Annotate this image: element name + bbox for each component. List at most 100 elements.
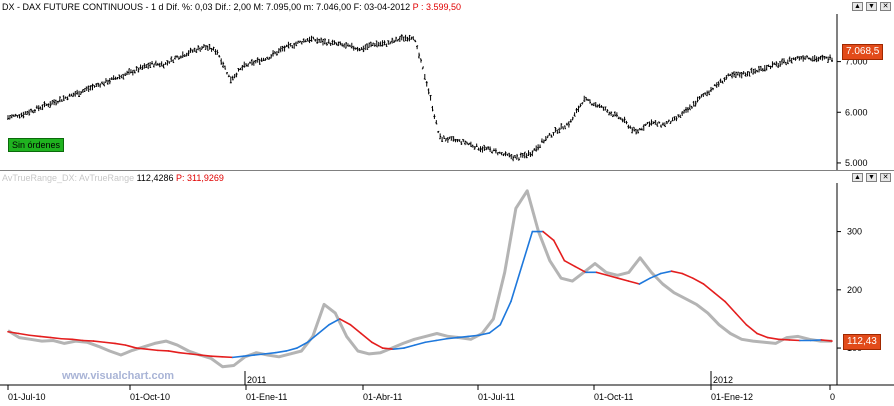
price-bar <box>583 95 586 102</box>
price-bar <box>83 87 86 93</box>
pane-up-button[interactable]: ▲ <box>852 173 863 182</box>
price-bar <box>418 52 421 59</box>
watermark-text: www.visualchart.com <box>61 370 174 382</box>
price-bar <box>723 77 726 82</box>
price-bar <box>621 118 624 123</box>
price-bar <box>323 38 326 45</box>
ma-line-segment <box>499 300 512 326</box>
price-bar <box>322 38 325 46</box>
price-bar <box>241 64 244 71</box>
price-bar <box>164 62 167 65</box>
price-bar <box>439 133 442 140</box>
indicator-chart-pane[interactable]: AvTrueRange_DX: AvTrueRange 112,4286 P: … <box>0 171 894 406</box>
price-bar <box>537 144 540 151</box>
pane-up-button[interactable]: ▲ <box>852 2 863 11</box>
price-bar <box>193 47 196 52</box>
price-bar <box>306 37 309 42</box>
price-bar <box>698 96 701 100</box>
price-bar <box>633 126 636 132</box>
price-bar <box>546 135 549 139</box>
ma-line-segment <box>659 270 673 275</box>
ma-line-segment <box>488 323 502 334</box>
price-bar <box>10 114 13 119</box>
price-bar <box>120 74 123 79</box>
price-bar <box>771 61 774 68</box>
price-bar <box>466 141 469 145</box>
price-bar <box>135 66 138 71</box>
x-axis-date-label: 01-Abr-11 <box>363 392 402 402</box>
ma-line-segment <box>17 332 31 337</box>
price-bar <box>644 123 647 126</box>
price-bar <box>262 57 265 61</box>
price-bar <box>229 76 232 84</box>
price-bar <box>750 67 753 74</box>
price-bar <box>210 47 213 52</box>
price-bar <box>18 114 21 119</box>
price-bar <box>479 146 482 153</box>
ma-line-segment <box>809 339 823 342</box>
price-bar <box>277 48 280 54</box>
price-bar <box>637 129 640 134</box>
price-bar <box>206 45 209 51</box>
price-bar <box>237 68 240 72</box>
x-axis-date-label: 01-Oct-10 <box>130 392 170 402</box>
price-bar <box>379 41 382 47</box>
price-bar <box>425 81 428 87</box>
price-bar <box>667 119 670 123</box>
price-bar <box>665 121 668 125</box>
price-bar <box>817 56 820 62</box>
pane-close-button[interactable]: ✕ <box>880 2 891 11</box>
price-bar <box>162 63 165 69</box>
ma-line-segment <box>146 348 159 352</box>
ma-line-segment <box>478 332 491 337</box>
price-bar <box>782 58 785 64</box>
ma-line-segment <box>563 259 576 268</box>
price-bar <box>677 114 680 118</box>
price-bar <box>289 43 292 47</box>
price-bar <box>629 125 632 129</box>
price-bar <box>402 36 405 42</box>
price-bar <box>681 111 684 116</box>
price-bar <box>70 93 73 97</box>
price-bar <box>612 114 615 118</box>
price-bar <box>713 83 716 87</box>
price-bar <box>452 136 455 142</box>
price-bar <box>327 39 330 44</box>
price-bar <box>560 123 563 130</box>
price-bar <box>525 153 528 159</box>
price-bar <box>79 90 82 95</box>
ma-line-segment <box>713 291 726 303</box>
price-bar <box>767 64 770 68</box>
ma-line-segment <box>71 338 84 342</box>
price-bar <box>690 105 693 109</box>
price-bar <box>304 39 307 43</box>
price-bar <box>685 106 688 113</box>
ma-line-segment <box>189 353 202 356</box>
pane-close-button[interactable]: ✕ <box>880 173 891 182</box>
price-bar <box>809 57 812 61</box>
pane-down-button[interactable]: ▼ <box>866 2 877 11</box>
price-bar <box>521 153 524 158</box>
price-bar <box>170 56 173 62</box>
ma-line-segment <box>681 272 694 279</box>
price-bar <box>252 60 255 66</box>
pane-down-button[interactable]: ▼ <box>866 173 877 182</box>
price-chart-pane[interactable]: DX - DAX FUTURE CONTINUOUS - 1 d Dif. %:… <box>0 0 894 171</box>
price-bar <box>748 71 751 77</box>
indicator-title: AvTrueRange_DX: AvTrueRange 112,4286 P: … <box>2 172 224 184</box>
price-bar <box>76 89 79 95</box>
price-bar <box>435 120 438 125</box>
ma-line-segment <box>167 350 181 354</box>
price-bar <box>272 50 275 57</box>
ma-line-segment <box>296 341 309 349</box>
price-bar <box>523 151 526 159</box>
price-bar <box>590 103 593 106</box>
price-bar <box>754 68 757 74</box>
price-bar <box>254 59 257 64</box>
ma-line-segment <box>82 339 95 342</box>
price-bar <box>20 112 23 118</box>
price-bar <box>491 150 494 154</box>
price-bar <box>302 38 305 43</box>
orders-button[interactable]: Sin órdenes <box>8 138 65 152</box>
price-bar <box>571 116 574 121</box>
